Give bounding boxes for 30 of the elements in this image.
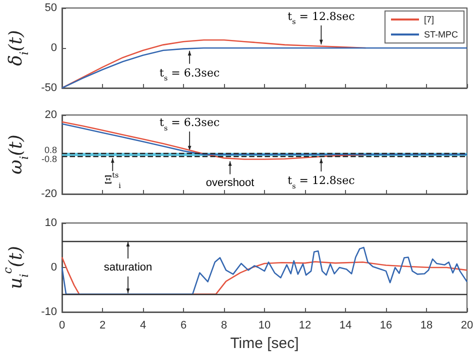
x-tick-label: 6 (180, 320, 187, 332)
x-tick-label: 12 (298, 320, 312, 332)
y-axis-title: uic(t) (0, 246, 32, 290)
x-tick-label: 0 (58, 320, 66, 332)
line-series (61, 246, 468, 295)
annotation: saturation (104, 262, 152, 274)
y-tick-label: -10 (41, 306, 57, 318)
legend-label: [7] (424, 14, 434, 24)
y-tick-label: -0.8 (41, 154, 57, 164)
y-tick-label: 20 (44, 109, 57, 121)
y-tick-label: 0 (50, 42, 57, 54)
y-tick-label: 10 (44, 217, 57, 229)
y-tick-label: -20 (41, 188, 57, 200)
x-tick-label: 4 (140, 320, 146, 332)
legend-label: ST-MPC (424, 30, 458, 40)
x-tick-label: 18 (420, 320, 433, 332)
x-tick-label: 2 (99, 320, 106, 332)
y-tick-label: 50 (44, 2, 57, 14)
x-tick-label: 10 (258, 320, 271, 332)
x-tick-label: 8 (220, 320, 228, 332)
x-tick-label: 20 (460, 320, 474, 332)
y-tick-label: -50 (41, 82, 57, 94)
x-tick-label: 16 (380, 320, 392, 332)
x-tick-label: 14 (339, 320, 352, 332)
y-axis-title: ωi(t) (5, 134, 32, 174)
x-axis-title: Time [sec] (230, 335, 299, 352)
y-tick-label: 0 (50, 262, 57, 274)
annotation: overshoot (206, 177, 254, 190)
y-axis-title: δi(t) (5, 30, 32, 66)
y-tick-label: 0.8 (44, 144, 57, 155)
